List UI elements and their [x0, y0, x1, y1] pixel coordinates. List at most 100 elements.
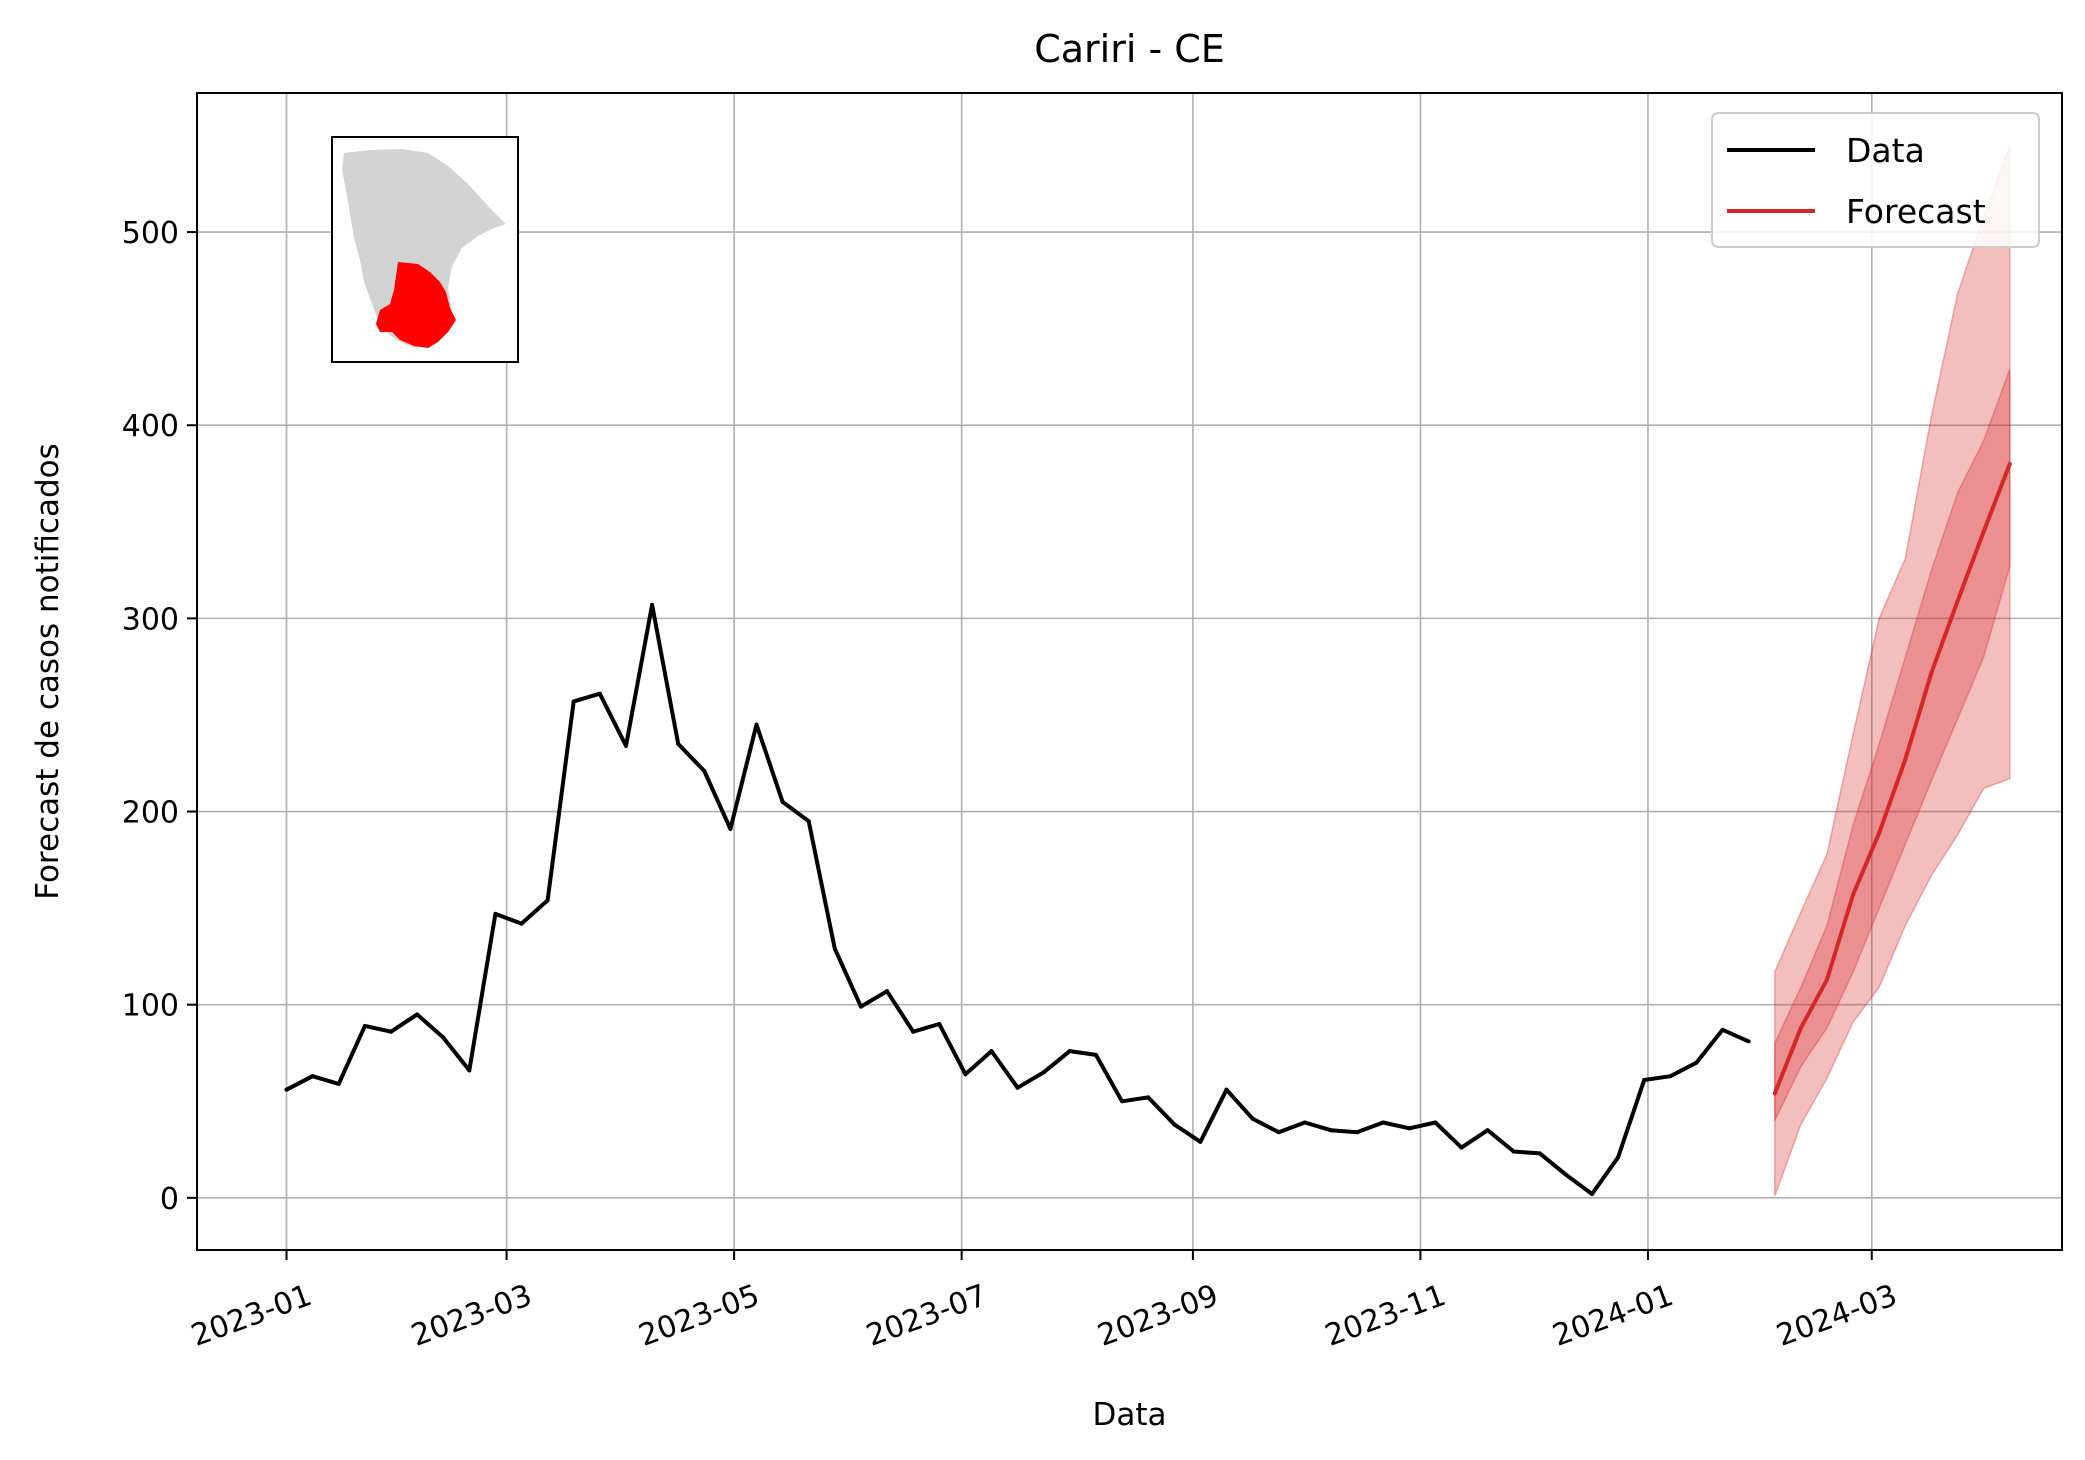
data-data-point	[1720, 1027, 1725, 1032]
legend-data-label: Data	[1846, 131, 1925, 170]
data-data-point	[1146, 1095, 1151, 1100]
data-data-point	[1407, 1126, 1412, 1131]
forecast-outer-band	[1774, 144, 2011, 1197]
data-data-point	[780, 799, 785, 804]
data-data-point	[336, 1081, 341, 1086]
data-data-point	[911, 1029, 916, 1034]
forecast-data-point	[1955, 598, 1960, 603]
data-data-point	[1668, 1074, 1673, 1079]
y-tick-label: 200	[122, 796, 179, 831]
data-data-point	[388, 1029, 393, 1034]
forecast-data-point	[1798, 1025, 1803, 1030]
data-data-point	[597, 691, 602, 696]
data-data-point	[963, 1072, 968, 1077]
data-data-point	[1198, 1139, 1203, 1144]
data-data-point	[989, 1049, 994, 1054]
axis-ticks: 2023-01 2023-03 2023-05 2023-07 2023-09 2023-…	[122, 216, 1902, 1354]
data-data-point	[885, 989, 890, 994]
data-data-point	[415, 1012, 420, 1017]
y-axis-label: Forecast de casos notificados	[30, 443, 66, 900]
highlighted-region-shape	[376, 262, 456, 348]
data-data-point	[493, 911, 498, 916]
x-tick-label: 2024-01	[1548, 1278, 1678, 1354]
x-tick-label: 2023-11	[1321, 1278, 1451, 1354]
forecast-data-point	[1929, 670, 1934, 675]
forecast-data-point	[1877, 830, 1882, 835]
chart-title: Cariri - CE	[1034, 27, 1225, 71]
data-data-point	[1616, 1155, 1621, 1160]
data-data-point	[1485, 1128, 1490, 1133]
data-data-point	[1041, 1070, 1046, 1075]
x-tick-label: 2023-05	[634, 1278, 764, 1354]
data-data-point	[937, 1022, 942, 1027]
y-tick-label: 0	[160, 1182, 179, 1217]
forecast-data-point	[1772, 1091, 1777, 1096]
forecast-inner-band	[1774, 368, 2011, 1121]
legend: Data Forecast	[1711, 112, 2040, 248]
x-tick-label: 2023-01	[187, 1278, 317, 1354]
data-data-point	[1590, 1191, 1595, 1196]
data-data-point	[1302, 1120, 1307, 1125]
data-data-point	[441, 1035, 446, 1040]
legend-box	[1711, 112, 2040, 248]
y-tick-label: 300	[122, 602, 179, 637]
plot-frame	[196, 92, 2063, 1251]
data-data-point	[310, 1074, 315, 1079]
forecast-bands	[1774, 144, 2011, 1197]
x-tick-label: 2023-07	[862, 1278, 992, 1354]
data-data-point	[284, 1087, 289, 1092]
x-tick-label: 2023-09	[1093, 1278, 1223, 1354]
data-data-point	[754, 722, 759, 727]
data-data-point	[362, 1023, 367, 1028]
forecast-data-point	[1851, 892, 1856, 897]
data-data-point	[1093, 1052, 1098, 1057]
forecast-data-point	[2007, 461, 2012, 466]
data-data-point	[702, 768, 707, 773]
data-data-point	[1067, 1049, 1072, 1054]
data-data-point	[650, 602, 655, 607]
data-data-point	[676, 741, 681, 746]
series-lines	[284, 461, 2012, 1196]
data-data-point	[1120, 1099, 1125, 1104]
data-data-point	[1642, 1078, 1647, 1083]
data-data-point	[1224, 1087, 1229, 1092]
x-tick-label: 2024-03	[1772, 1278, 1902, 1354]
data-data-point	[1328, 1128, 1333, 1133]
forecast-series-line	[1772, 463, 2012, 1095]
data-data-point	[832, 946, 837, 951]
legend-forecast-label: Forecast	[1846, 192, 1986, 231]
data-data-point	[1276, 1130, 1281, 1135]
x-tick-label: 2023-03	[407, 1278, 537, 1354]
data-data-point	[1381, 1120, 1386, 1125]
y-tick-label: 100	[122, 989, 179, 1024]
data-data-point	[1355, 1130, 1360, 1135]
forecast-data-point	[1981, 529, 1986, 534]
y-tick-label: 500	[122, 216, 179, 251]
forecast-data-point	[1903, 757, 1908, 762]
data-data-point	[1172, 1122, 1177, 1127]
data-data-point	[1433, 1120, 1438, 1125]
state-shape	[342, 149, 506, 348]
data-data-point	[1459, 1145, 1464, 1150]
data-data-point	[1015, 1085, 1020, 1090]
data-data-point	[1250, 1116, 1255, 1121]
data-data-point	[858, 1004, 863, 1009]
data-data-point	[467, 1068, 472, 1073]
inset-map	[331, 136, 519, 363]
forecast-data-point	[1825, 977, 1830, 982]
data-data-point	[728, 826, 733, 831]
data-data-point	[1694, 1060, 1699, 1065]
data-data-point	[623, 743, 628, 748]
data-data-point	[1746, 1039, 1751, 1044]
data-data-point	[1537, 1151, 1542, 1156]
data-data-point	[519, 921, 524, 926]
y-tick-label: 400	[122, 409, 179, 444]
data-data-point	[571, 699, 576, 704]
data-data-point	[806, 819, 811, 824]
data-data-point	[1563, 1172, 1568, 1177]
x-axis-label: Data	[1092, 1397, 1166, 1433]
data-data-point	[545, 898, 550, 903]
data-data-point	[1511, 1149, 1516, 1154]
